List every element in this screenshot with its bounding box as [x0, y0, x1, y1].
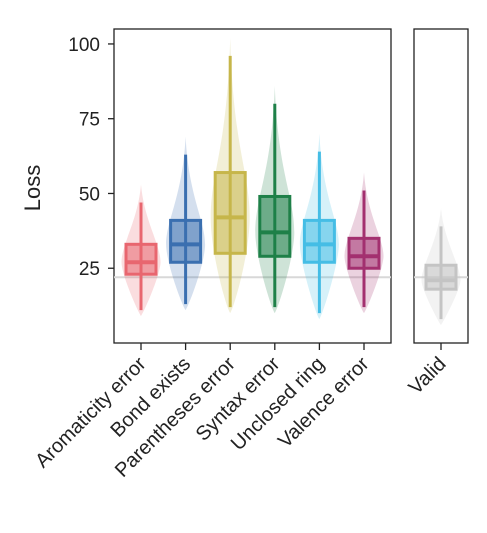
box-aromaticity-error: [124, 242, 158, 276]
valid-box-valid: [424, 263, 458, 291]
y-tick-label-75: 75: [79, 110, 100, 131]
y-tick-label-50: 50: [79, 184, 100, 205]
box-valence-error: [347, 236, 381, 270]
valid-x-label-valid: Valid: [405, 353, 451, 399]
main-panel-frame: [113, 28, 392, 344]
y-axis-title: Loss: [20, 165, 45, 211]
boxes: [124, 55, 458, 320]
box-parentheses-error: [213, 171, 247, 255]
box-unclosed-ring: [302, 218, 336, 264]
box-bond-exists: [169, 218, 203, 264]
y-tick-label-100: 100: [68, 35, 100, 56]
box-syntax-error: [258, 194, 292, 258]
y-axis: 25 50 75 100: [68, 35, 442, 350]
y-tick-label-25: 25: [79, 259, 100, 280]
violins: [121, 37, 461, 326]
